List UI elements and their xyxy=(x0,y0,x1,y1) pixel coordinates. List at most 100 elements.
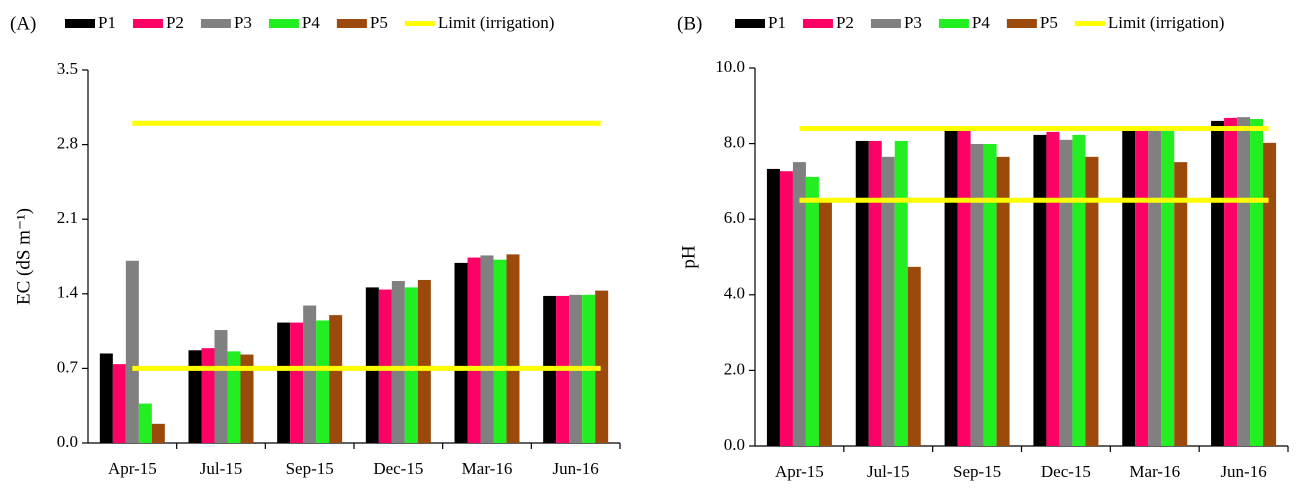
bar xyxy=(792,162,806,446)
bar xyxy=(595,290,609,443)
bar xyxy=(1224,117,1238,447)
bar xyxy=(1174,162,1188,446)
bar xyxy=(138,403,152,443)
y-tick-label: 2.1 xyxy=(57,208,78,227)
bar xyxy=(1161,128,1175,447)
bar xyxy=(480,255,494,443)
legend-swatch xyxy=(802,19,833,28)
bar xyxy=(316,320,330,443)
x-tick-label: Jun-16 xyxy=(553,459,599,478)
bar xyxy=(1046,131,1060,446)
y-tick-label: 8.0 xyxy=(724,133,745,152)
bar xyxy=(493,259,507,443)
legend-swatch xyxy=(268,19,299,28)
bar xyxy=(391,281,405,443)
bar xyxy=(983,143,997,446)
y-tick-label: 1.4 xyxy=(57,283,79,302)
y-tick-label: 6.0 xyxy=(724,208,745,227)
bar xyxy=(1250,119,1264,446)
x-tick-label: Mar-16 xyxy=(1129,462,1180,481)
bar xyxy=(766,168,780,446)
bar xyxy=(868,140,882,447)
x-tick-label: Apr-15 xyxy=(108,459,157,478)
y-tick-label: 2.0 xyxy=(724,359,745,378)
bar xyxy=(1135,128,1149,447)
x-tick-label: Dec-15 xyxy=(373,459,423,478)
bar xyxy=(188,350,202,443)
y-axis-label: EC (dS m⁻¹) xyxy=(13,208,34,305)
bar xyxy=(454,262,468,443)
legend-label: P5 xyxy=(1040,13,1058,32)
legend-swatch xyxy=(1074,21,1105,26)
bar xyxy=(125,260,139,443)
bar xyxy=(329,315,343,443)
legend-label: Limit (irrigation) xyxy=(438,13,555,32)
bar xyxy=(227,351,241,443)
panel-label: (B) xyxy=(677,13,702,34)
legend-swatch xyxy=(336,19,367,28)
bar xyxy=(779,171,793,446)
y-tick-label: 0.0 xyxy=(724,435,745,454)
x-tick-label: Apr-15 xyxy=(775,462,824,481)
panel-label: (A) xyxy=(10,13,36,34)
bar xyxy=(290,322,304,443)
bar xyxy=(881,156,895,446)
x-tick-label: Dec-15 xyxy=(1041,462,1091,481)
y-tick-label: 4.0 xyxy=(724,284,745,303)
bar xyxy=(996,156,1010,446)
bar xyxy=(506,254,520,443)
legend-swatch xyxy=(132,19,163,28)
y-axis-label: pH xyxy=(678,245,699,269)
chart: (A) EC (dS m⁻¹) P1 P2 P3 P4 P5 Limit (irrigatio… xyxy=(10,13,621,478)
bar xyxy=(303,305,317,443)
bar xyxy=(277,322,291,443)
bar xyxy=(1085,156,1099,446)
y-tick-label: 0.7 xyxy=(57,357,79,376)
bar xyxy=(99,353,113,443)
legend-label: P1 xyxy=(98,13,116,32)
bar xyxy=(214,330,228,443)
bar xyxy=(201,348,215,443)
bar xyxy=(944,128,958,447)
bar xyxy=(805,176,819,446)
bar xyxy=(417,279,431,443)
bar xyxy=(1072,134,1086,446)
legend-swatch xyxy=(1006,19,1037,28)
x-tick-label: Sep-15 xyxy=(953,462,1001,481)
legend-label: P5 xyxy=(370,13,388,32)
legend-label: P3 xyxy=(234,13,252,32)
y-tick-label: 0.0 xyxy=(57,432,78,451)
bar xyxy=(957,128,971,447)
bar xyxy=(1033,134,1047,446)
legend-label: P2 xyxy=(836,13,854,32)
y-tick-label: 3.5 xyxy=(57,59,78,78)
bar xyxy=(365,287,379,443)
bar xyxy=(1148,128,1162,447)
bar xyxy=(112,364,126,443)
bar xyxy=(818,200,832,446)
legend-swatch xyxy=(65,19,95,28)
bar xyxy=(1122,128,1136,447)
legend-swatch xyxy=(200,19,231,28)
legend-swatch xyxy=(404,21,435,26)
legend-label: P3 xyxy=(904,13,922,32)
chart: (B) pH P1 P2 P3 P4 P5 Limit (irrigation) 0.0 2.0 4… xyxy=(677,13,1289,481)
legend-label: P2 xyxy=(166,13,184,32)
y-tick-label: 2.8 xyxy=(57,134,78,153)
bar xyxy=(855,140,869,447)
bar xyxy=(1211,120,1225,447)
legend-label: Limit (irrigation) xyxy=(1108,13,1225,32)
bar xyxy=(1263,142,1277,446)
y-tick-label: 10.0 xyxy=(715,57,745,76)
bar xyxy=(894,140,908,447)
bar xyxy=(151,423,165,443)
x-tick-label: Jul-15 xyxy=(867,462,910,481)
legend-label: P4 xyxy=(972,13,990,32)
legend-label: P4 xyxy=(302,13,320,32)
x-tick-label: Sep-15 xyxy=(286,459,334,478)
bar xyxy=(1059,139,1073,446)
legend-swatch xyxy=(735,19,765,28)
bar xyxy=(467,257,481,443)
x-tick-label: Jul-15 xyxy=(200,459,243,478)
